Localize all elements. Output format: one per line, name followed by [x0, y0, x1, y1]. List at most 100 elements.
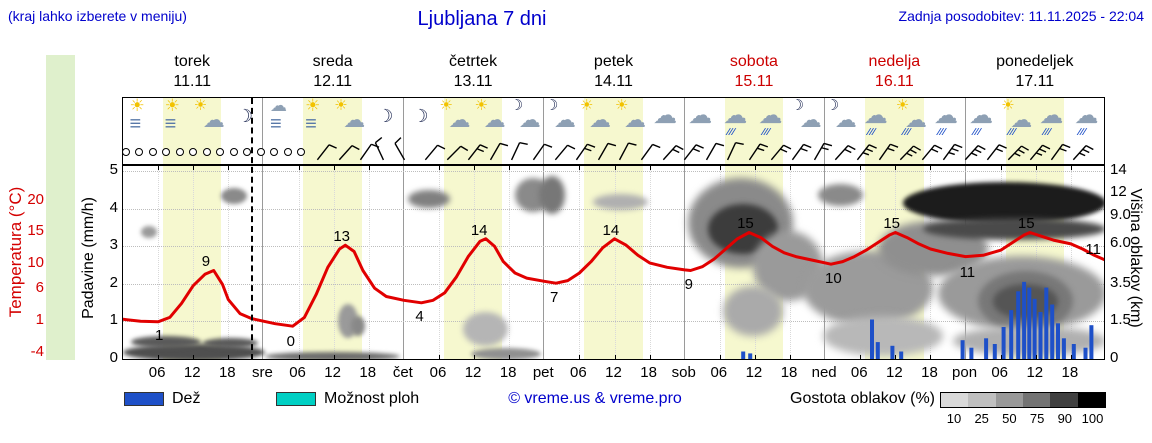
cloud-density-scale-label: 25: [974, 411, 989, 426]
precip-axis-tick-label: 2: [109, 273, 118, 291]
gridline-vertical: [228, 166, 230, 359]
day-name: četrtek: [449, 53, 498, 70]
wind-barb-icon: [996, 136, 1032, 172]
calm-wind-icon: [189, 148, 197, 156]
cloud-axis-tick-label: 1.5: [1110, 311, 1131, 329]
forecast-icon-slot: ☀ ☁: [332, 98, 368, 138]
temp-value-label: 9: [201, 253, 211, 271]
temp-value-label: 14: [602, 221, 620, 239]
rain-icon: ☁ ∕∕∕: [863, 102, 888, 138]
rain-icon: ☁ ∕∕∕: [934, 102, 959, 138]
precip-bar: [1001, 327, 1006, 359]
axis-tick: [193, 355, 195, 359]
axis-tick: [790, 166, 792, 170]
temperature-curve: [123, 231, 1104, 328]
precip-axis-tick-label: 0: [109, 349, 118, 366]
cloud-density-scale-label: 10: [946, 411, 962, 426]
forecast-icon-slot: ☀ ☁: [192, 98, 228, 138]
temp-axis-tick-label: 15: [27, 222, 44, 240]
cloud-moon-icon: ☽ ☁: [509, 97, 541, 132]
current-time-line: [251, 98, 254, 360]
day-header-petek: petek 14.11: [543, 52, 683, 92]
precip-bar: [984, 338, 989, 359]
forecast-icon-slot: ☀ ≡: [122, 97, 158, 138]
cloud-density-blob: [823, 316, 943, 356]
precip-bar: [870, 319, 874, 359]
forecast-icon-slot: ☁ ∕∕∕: [929, 98, 965, 138]
gridline-vertical: [474, 166, 476, 359]
day-name: sreda: [312, 53, 353, 70]
rain-icon: ☁ ∕∕∕: [723, 102, 748, 138]
forecast-icon-slot: ☁ ∕∕∕: [1069, 98, 1105, 138]
wind-barb-icon: [564, 135, 599, 171]
cloud-axis-tick-label: 14: [1110, 161, 1127, 179]
calm-wind-icon: [216, 148, 224, 156]
axis-tick: [579, 166, 581, 170]
daytime-band: [162, 98, 222, 360]
forecast-icon-slot: ☽ ☁: [543, 98, 579, 138]
axis-tick: [474, 355, 476, 359]
day-date: 12.11: [313, 73, 353, 90]
calm-wind-icon: [256, 148, 265, 156]
temp-value-label: 7: [549, 289, 559, 307]
day-header-sreda: sreda 12.11: [262, 52, 402, 92]
hour-tick-label: 18: [780, 364, 798, 381]
hour-tick-label: 06: [570, 364, 587, 381]
wind-barb-icon: [585, 135, 619, 171]
forecast-icon-slot: ☁ ∕∕∕: [718, 98, 754, 138]
day-header-ponedeljek: ponedeljek 17.11: [965, 52, 1105, 92]
precip-axis-tick-label: 5: [109, 161, 118, 178]
fog-sun-icon: ☀ ≡: [164, 96, 180, 135]
cloud-density-blob: [593, 194, 648, 210]
cloud-density-blob: [131, 336, 201, 348]
gridline-vertical: [193, 166, 195, 359]
calm-wind-icon: [270, 148, 278, 156]
day-date: 15.11: [734, 73, 774, 90]
axis-tick: [438, 355, 440, 359]
day-boundary-line: [683, 98, 685, 360]
calm-wind-icon: [243, 148, 251, 156]
axis-tick: [158, 355, 160, 359]
partly-icon: ☀ ☁: [439, 97, 471, 132]
axis-tick: [193, 166, 195, 170]
precip-bar: [748, 353, 753, 359]
precip-bar: [960, 340, 965, 359]
axis-tick: [474, 166, 476, 170]
rain-legend-label: Dež: [172, 390, 201, 407]
hour-tick-label: 06: [710, 364, 728, 381]
gridline-horizontal: [123, 246, 1104, 248]
location-hint: (kraj lahko izberete v meniju): [8, 8, 187, 24]
axis-tick: [790, 355, 792, 359]
cloud-density-blob: [265, 352, 400, 359]
forecast-icon-slot: ☀ ≡: [297, 97, 333, 138]
precip-bar: [1027, 287, 1032, 359]
precip-bar: [1083, 347, 1088, 359]
gridline-vertical: [368, 166, 370, 359]
cloud-moon-icon: ☽ ☁: [790, 97, 822, 132]
day-abbrev-label: ned: [811, 364, 837, 381]
hour-tick-label: 12: [886, 364, 903, 381]
forecast-icon-slot: ☽: [402, 98, 438, 138]
wind-barb-icon: [1060, 136, 1096, 172]
precip-bar: [1089, 325, 1094, 359]
credit-link[interactable]: © vreme.us & vreme.pro: [508, 390, 682, 407]
axis-tick: [719, 355, 721, 359]
moon-icon: ☽: [236, 106, 254, 126]
hour-tick-label: 18: [359, 364, 377, 381]
precip-bar: [1071, 344, 1076, 359]
cloud-density-scale-segment: [1022, 393, 1051, 407]
cloud-density-scale-segment: [995, 393, 1023, 407]
axis-tick: [614, 166, 616, 170]
gridline-vertical: [158, 166, 160, 359]
hour-tick-label: 12: [324, 364, 341, 381]
hour-tick-label: 18: [1061, 364, 1079, 381]
day-boundary-line: [262, 98, 264, 360]
gridline-horizontal: [123, 171, 1104, 172]
axis-tick: [333, 355, 335, 359]
cloud-density-blob: [903, 182, 1104, 224]
day-date: 16.11: [874, 73, 914, 90]
hour-tick-label: 12: [605, 364, 622, 381]
temp-value-label: 0: [286, 333, 296, 351]
cloud-density-legend-label: Gostota oblakov (%): [790, 390, 935, 407]
cloud-density-scale-label: 90: [1057, 411, 1073, 426]
